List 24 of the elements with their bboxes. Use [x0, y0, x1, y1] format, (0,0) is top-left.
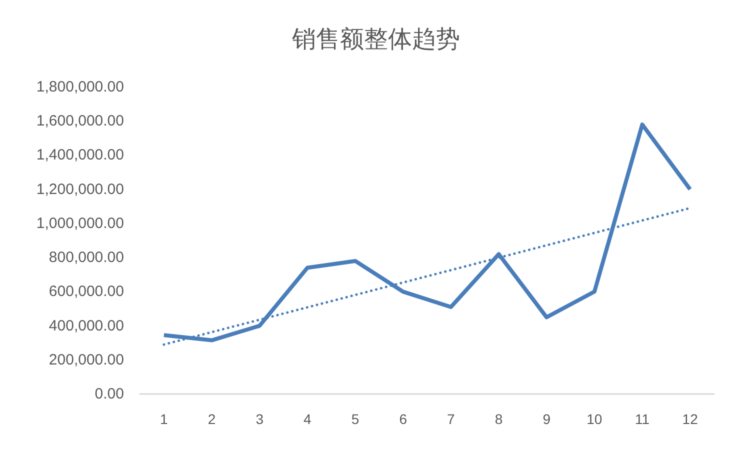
x-tick-label: 8 — [494, 411, 503, 427]
y-tick-label: 200,000.00 — [48, 351, 124, 368]
x-tick-label: 4 — [304, 411, 312, 427]
y-tick-label: 1,600,000.00 — [36, 112, 124, 130]
x-tick-label: 11 — [634, 411, 650, 427]
x-tick-label: 6 — [399, 411, 408, 427]
y-tick-label: 800,000.00 — [48, 249, 124, 266]
y-tick-label: 1,000,000.00 — [36, 214, 124, 232]
chart-title: 销售额整体趋势 — [291, 25, 460, 53]
x-tick-label: 3 — [256, 411, 264, 427]
y-tick-label: 0.00 — [94, 386, 124, 402]
y-tick-label: 1,800,000.00 — [36, 78, 124, 96]
y-tick-label: 400,000.00 — [48, 317, 124, 334]
y-tick-label: 600,000.00 — [48, 283, 124, 300]
x-tick-label: 2 — [208, 411, 216, 427]
x-tick-label: 10 — [586, 411, 602, 427]
line-series — [162, 122, 692, 342]
y-tick-label: 1,400,000.00 — [36, 146, 124, 164]
y-tick-label: 1,200,000.00 — [36, 180, 124, 198]
x-tick-label: 5 — [351, 411, 360, 427]
x-tick-label: 12 — [682, 411, 698, 427]
x-tick-label: 7 — [447, 411, 456, 427]
x-tick-label: 9 — [542, 411, 551, 427]
x-tick-label: 1 — [160, 411, 168, 427]
